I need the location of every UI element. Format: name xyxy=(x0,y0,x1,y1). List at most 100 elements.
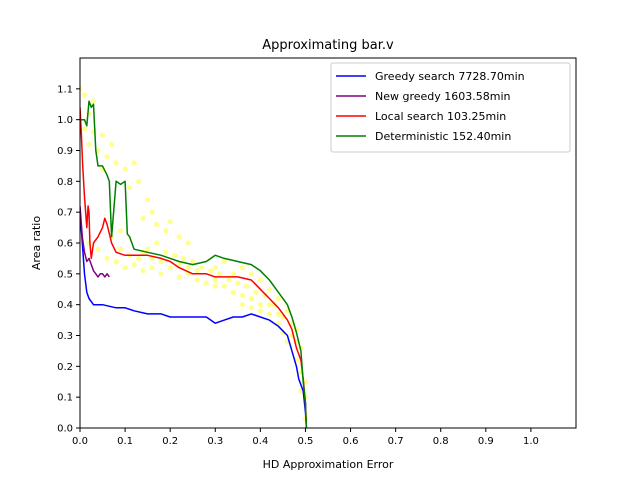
x-tick-label-2: 0.2 xyxy=(162,436,178,447)
scatter-point-29 xyxy=(122,265,128,271)
scatter-point-81 xyxy=(117,246,124,252)
x-tick-label-4: 0.4 xyxy=(252,436,268,447)
scatter-point-51 xyxy=(221,258,227,265)
scatter-point-16 xyxy=(136,178,142,184)
scatter-point-22 xyxy=(167,218,173,225)
y-tick-label-11: 1.1 xyxy=(57,84,73,95)
scatter-point-99 xyxy=(158,258,164,265)
scatter-point-19 xyxy=(140,215,146,221)
scatter-point-41 xyxy=(230,289,236,295)
x-tick-label-5: 0.5 xyxy=(298,436,314,447)
scatter-point-53 xyxy=(239,265,245,271)
scatter-point-67 xyxy=(190,258,196,265)
scatter-point-17 xyxy=(145,197,151,203)
x-tick-label-10: 1.0 xyxy=(523,436,539,447)
scatter-point-38 xyxy=(203,280,209,286)
scatter-point-24 xyxy=(185,240,191,246)
scatter-point-28 xyxy=(113,258,119,265)
legend: Greedy search 7728.70min New greedy 1603.… xyxy=(330,62,571,153)
scatter-point-23 xyxy=(176,234,182,240)
series-line-2 xyxy=(80,107,308,428)
scatter-point-57 xyxy=(275,295,281,302)
scatter-point-55 xyxy=(257,277,263,283)
scatter-point-14 xyxy=(131,160,137,166)
scatter-point-85 xyxy=(117,228,124,234)
scatter-point-71 xyxy=(226,277,232,283)
scatter-point-66 xyxy=(181,255,187,262)
scatter-point-35 xyxy=(176,274,182,280)
scatter-point-70 xyxy=(217,271,223,277)
scatter-point-13 xyxy=(122,166,128,172)
scatter-point-10 xyxy=(108,141,115,147)
y-axis-label: Area ratio xyxy=(30,216,43,270)
x-tick-label-8: 0.8 xyxy=(433,436,449,447)
y-tick-label-1: 0.1 xyxy=(57,393,73,404)
y-tick-label-2: 0.2 xyxy=(57,362,73,373)
scatter-point-64 xyxy=(163,249,169,255)
scatter-point-43 xyxy=(248,295,254,302)
y-tick-label-3: 0.3 xyxy=(57,331,73,342)
scatter-point-74 xyxy=(253,289,259,295)
y-tick-label-4: 0.4 xyxy=(57,300,73,311)
legend-label-3: Deterministic 152.40min xyxy=(375,130,511,143)
scatter-point-68 xyxy=(199,265,205,271)
scatter-point-65 xyxy=(172,252,178,258)
scatter-point-40 xyxy=(221,283,227,289)
scatter-point-30 xyxy=(131,261,137,268)
scatter-point-94 xyxy=(248,305,254,311)
scatter-point-34 xyxy=(167,265,173,271)
y-tick-label-6: 0.6 xyxy=(57,239,73,250)
x-axis-ticks: 0.0 0.1 0.2 0.3 0.4 0.5 0.6 0.7 0.8 0.9 1.0 xyxy=(72,428,539,447)
scatter-point-3 xyxy=(90,98,97,104)
scatter-point-72 xyxy=(235,280,241,286)
scatter-point-8 xyxy=(99,132,106,138)
lines-layer xyxy=(80,100,308,428)
scatter-point-5 xyxy=(86,141,92,147)
scatter-point-37 xyxy=(194,277,200,283)
scatter-point-91 xyxy=(266,302,272,308)
scatter-point-31 xyxy=(140,268,146,274)
scatter-point-4 xyxy=(81,126,88,132)
scatter-point-18 xyxy=(149,209,155,215)
y-tick-label-9: 0.9 xyxy=(57,146,73,157)
scatter-point-33 xyxy=(158,271,164,277)
scatter-point-46 xyxy=(275,320,281,326)
scatter-point-42 xyxy=(239,292,245,299)
chart-title: Approximating bar.v xyxy=(262,38,394,53)
scatter-point-44 xyxy=(257,302,263,308)
scatter-point-20 xyxy=(154,221,160,228)
scatter-point-25 xyxy=(86,240,92,246)
legend-frame xyxy=(330,62,571,153)
series-line-1 xyxy=(80,205,110,278)
x-tick-label-6: 0.6 xyxy=(343,436,359,447)
series-line-3 xyxy=(80,100,308,428)
legend-label-0: Greedy search 7728.70min xyxy=(375,70,525,83)
scatter-point-39 xyxy=(212,283,218,289)
x-axis-label: HD Approximation Error xyxy=(263,458,394,471)
y-tick-label-10: 1.0 xyxy=(57,115,73,126)
scatter-point-63 xyxy=(154,240,160,246)
scatter-point-76 xyxy=(271,302,277,308)
legend-label-2: Local search 103.25min xyxy=(375,110,506,123)
scatter-point-9 xyxy=(104,154,110,160)
x-tick-label-0: 0.0 xyxy=(72,436,88,447)
scatter-point-95 xyxy=(212,277,218,283)
scatter-point-83 xyxy=(136,255,142,262)
scatter-point-45 xyxy=(266,311,272,317)
x-tick-label-9: 0.9 xyxy=(478,436,494,447)
scatter-point-93 xyxy=(239,302,245,308)
scatter-point-69 xyxy=(208,268,214,274)
scatter-point-73 xyxy=(244,283,250,289)
scatter-point-92 xyxy=(275,311,281,317)
scatter-point-86 xyxy=(280,329,286,336)
scatter-point-50 xyxy=(212,265,218,271)
y-tick-label-5: 0.5 xyxy=(57,269,73,280)
scatter-point-96 xyxy=(194,268,200,274)
y-tick-label-0: 0.0 xyxy=(57,424,73,435)
x-tick-label-7: 0.7 xyxy=(388,436,404,447)
y-tick-label-8: 0.8 xyxy=(57,177,73,188)
y-tick-label-7: 0.7 xyxy=(57,208,73,219)
scatter-point-26 xyxy=(95,246,101,252)
scatter-point-90 xyxy=(257,308,263,314)
